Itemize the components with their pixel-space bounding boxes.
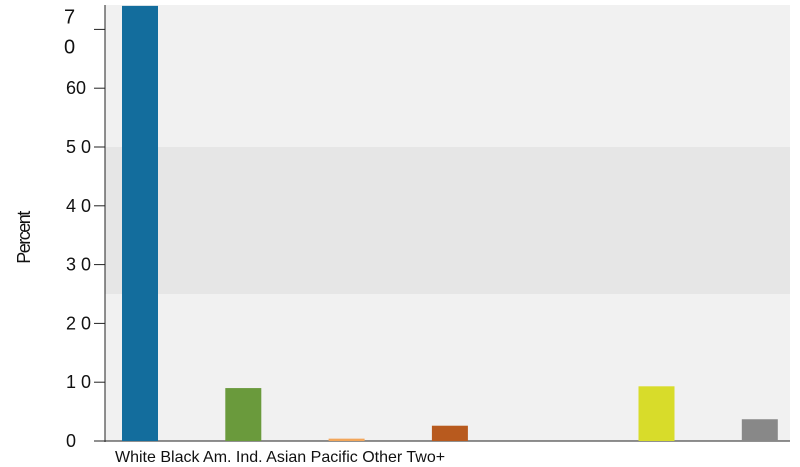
y-tick-label: 4 0 xyxy=(66,196,91,216)
bar xyxy=(638,386,675,441)
y-tick-label: 0 xyxy=(66,431,76,451)
y-tick-label: 0 xyxy=(64,36,75,58)
y-tick-label: 3 0 xyxy=(66,255,91,275)
bar xyxy=(431,425,468,441)
shaded-band-rect xyxy=(105,147,790,294)
bars xyxy=(122,5,778,441)
y-tick-label: 7 xyxy=(64,6,75,28)
bar xyxy=(741,419,778,441)
y-axis-label: Percent xyxy=(14,211,34,264)
y-tick-label: 2 0 xyxy=(66,313,91,333)
bar xyxy=(122,5,158,441)
x-category-labels: White Black Am. Ind. Asian Pacific Other… xyxy=(115,449,445,466)
y-tick-label: 1 0 xyxy=(66,372,91,392)
y-tick-label: 60 xyxy=(66,78,86,98)
shaded-band xyxy=(105,147,790,294)
bar xyxy=(328,438,365,441)
bar xyxy=(225,388,262,441)
y-tick-label: 5 0 xyxy=(66,137,91,157)
y-axis-ticks: 0 1 0 2 0 3 0 4 0 5 0 60 7 0 xyxy=(64,6,105,451)
